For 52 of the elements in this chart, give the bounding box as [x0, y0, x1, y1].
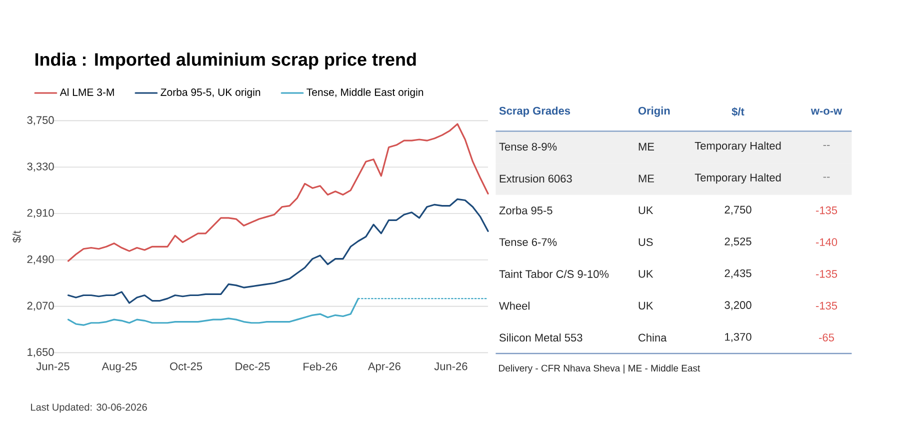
x-tick-label: Oct-25: [170, 362, 202, 370]
data-label: Temporary Halted: [694, 142, 781, 152]
y-tick-label: 3,330: [27, 162, 54, 172]
data-label: 1,370: [725, 332, 752, 342]
category-label: UK: [638, 302, 654, 310]
category-label: China: [638, 333, 667, 342]
text: Last Updated: 30-06-2026: [31, 403, 147, 413]
text: w-o-w: [810, 108, 842, 115]
chart-title: India : Imported aluminium scrap price trend: [35, 52, 416, 70]
x-tick-label: Dec-25: [236, 362, 270, 370]
legend-label: Al LME 3-M: [60, 88, 114, 96]
y-tick-label: 3,750: [27, 116, 54, 126]
legend-label: Tense, Middle East origin: [306, 88, 424, 98]
category-label: ME: [638, 142, 654, 150]
data-label: -135: [816, 206, 838, 214]
text: $/t: [732, 107, 744, 116]
category-label: ME: [638, 174, 654, 182]
legend-label: Zorba 95-5, UK origin: [160, 88, 260, 98]
y-tick-label: 2,070: [27, 302, 54, 311]
category-label: UK: [638, 270, 654, 278]
x-tick-label: Jun-26: [434, 362, 468, 370]
data-label: --: [823, 176, 830, 178]
data-label: 2,435: [724, 269, 752, 278]
y-tick-label: 2,490: [27, 255, 54, 264]
x-tick-label: Jun-25: [36, 362, 70, 370]
y-tick-label: 2,910: [27, 208, 54, 218]
data-label: 2,525: [724, 238, 752, 247]
x-tick-label: Aug-25: [102, 362, 137, 372]
category-label: Tense 8-9%: [499, 142, 557, 151]
data-label: -140: [816, 238, 838, 246]
data-label: 2,750: [724, 206, 752, 215]
y-axis-title: $/t: [12, 230, 22, 243]
text: Delivery - CFR Nhava Sheva | ME - Middle East: [499, 364, 700, 374]
category-label: Taint Tabor C/S 9-10%: [499, 270, 609, 278]
data-label: 3,200: [724, 301, 752, 310]
category-label: Wheel: [499, 302, 530, 310]
data-label: -135: [816, 302, 838, 310]
y-tick-label: 1,650: [28, 348, 54, 358]
data-label: -65: [819, 334, 834, 342]
category-label: Silicon Metal 553: [499, 333, 582, 342]
x-tick-label: Apr-26: [368, 362, 400, 372]
category-label: Extrusion 6063: [500, 174, 572, 183]
text: Scrap Grades: [499, 106, 570, 117]
category-label: UK: [638, 206, 654, 214]
data-label: -135: [816, 270, 838, 278]
data-label: Temporary Halted: [694, 173, 781, 184]
data-label: --: [823, 145, 830, 146]
x-tick-label: Feb-26: [304, 362, 338, 370]
category-label: Tense 6-7%: [499, 238, 557, 246]
category-label: US: [638, 238, 653, 246]
category-label: Zorba 95-5: [499, 206, 552, 214]
text: Origin: [638, 106, 670, 117]
